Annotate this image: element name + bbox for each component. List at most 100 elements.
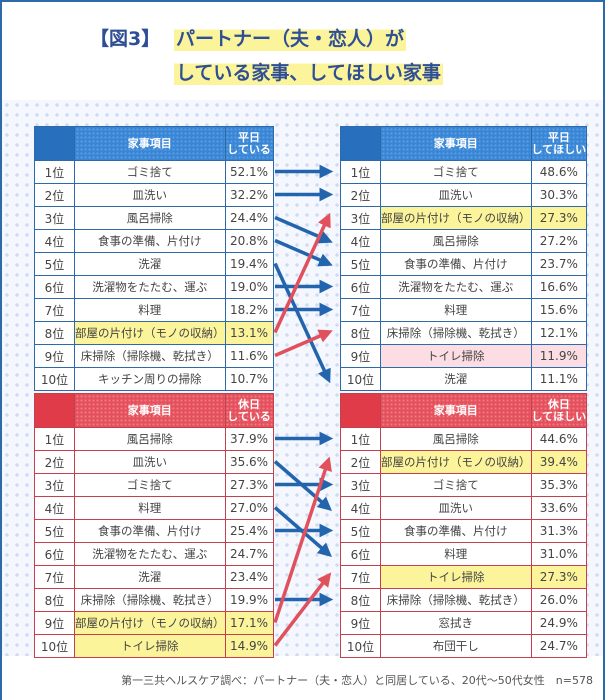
rank-cell: 2位 — [34, 183, 75, 207]
rank-cell: 10位 — [34, 367, 75, 391]
header-value: 休日 している — [224, 393, 274, 428]
table-weekday-doing: 家事項目 平日 している 1位 ゴミ捨て 52.1% 2位 皿洗い 32.2% 3位 風呂掃除 2… — [34, 126, 274, 391]
figure-label: 【図3】 — [90, 28, 161, 50]
table-row: 9位 床掃除（掃除機、乾拭き） 11.6% — [34, 344, 274, 368]
rank-cell: 4位 — [340, 496, 381, 520]
rank-cell: 5位 — [340, 252, 381, 276]
header-rank — [340, 126, 381, 161]
header-item: 家事項目 — [74, 126, 226, 161]
rank-cell: 1位 — [340, 160, 381, 184]
item-cell: ゴミ捨て — [380, 473, 532, 497]
item-cell: 料理 — [380, 542, 532, 566]
header-value-line2: してほしい — [531, 142, 587, 156]
table-row: 1位 ゴミ捨て 52.1% — [34, 160, 274, 184]
item-cell: 料理 — [74, 298, 226, 322]
item-cell: 皿洗い — [74, 450, 226, 474]
source-note: 第一三共ヘルスケア調べ：パートナー（夫・恋人）と同居している、20代〜50代女性… — [121, 674, 593, 687]
percent-cell: 44.6% — [530, 427, 588, 451]
rank-cell: 5位 — [340, 519, 381, 543]
header-value-line1: 平日 — [238, 130, 260, 144]
percent-cell: 18.2% — [224, 298, 274, 322]
table-row: 10位 洗濯 11.1% — [340, 367, 588, 391]
header-rank — [34, 126, 75, 161]
rank-cell: 9位 — [34, 611, 75, 635]
rank-cell: 9位 — [34, 344, 75, 368]
table-row: 9位 部屋の片付け（モノの収納） 17.1% — [34, 611, 274, 635]
title-area: 【図3】 パートナー（夫・恋人）が している家事、してほしい家事 — [2, 2, 603, 100]
table-row: 1位 ゴミ捨て 48.6% — [340, 160, 588, 184]
rank-cell: 10位 — [34, 634, 75, 658]
percent-cell: 27.3% — [530, 206, 588, 230]
item-cell: 食事の準備、片付け — [74, 229, 226, 253]
item-cell: 皿洗い — [380, 183, 532, 207]
percent-cell: 23.4% — [224, 565, 274, 589]
table-row: 6位 洗濯物をたたむ、運ぶ 24.7% — [34, 542, 274, 566]
table-row: 6位 洗濯物をたたむ、運ぶ 16.6% — [340, 275, 588, 299]
percent-cell: 12.1% — [530, 321, 588, 345]
item-cell: 皿洗い — [74, 183, 226, 207]
item-cell: 部屋の片付け（モノの収納） — [74, 611, 226, 635]
header-rank — [34, 393, 75, 428]
percent-cell: 31.0% — [530, 542, 588, 566]
table-row: 4位 皿洗い 33.6% — [340, 496, 588, 520]
item-cell: 風呂掃除 — [74, 427, 226, 451]
percent-cell: 14.9% — [224, 634, 274, 658]
footer: 第一三共ヘルスケア調べ：パートナー（夫・恋人）と同居している、20代〜50代女性… — [2, 656, 603, 700]
percent-cell: 32.2% — [224, 183, 274, 207]
rank-cell: 10位 — [340, 634, 381, 658]
item-cell: 洗濯 — [74, 252, 226, 276]
table-row: 7位 料理 18.2% — [34, 298, 274, 322]
rank-cell: 4位 — [34, 229, 75, 253]
table-row: 5位 食事の準備、片付け 25.4% — [34, 519, 274, 543]
table-row: 10位 布団干し 24.7% — [340, 634, 588, 658]
rank-cell: 8位 — [34, 588, 75, 612]
item-cell: ゴミ捨て — [74, 473, 226, 497]
rank-cell: 3位 — [34, 473, 75, 497]
percent-cell: 52.1% — [224, 160, 274, 184]
rank-cell: 7位 — [34, 565, 75, 589]
rank-cell: 1位 — [340, 427, 381, 451]
table-row: 9位 窓拭き 24.9% — [340, 611, 588, 635]
rank-cell: 8位 — [340, 321, 381, 345]
percent-cell: 24.7% — [224, 542, 274, 566]
rank-cell: 8位 — [340, 588, 381, 612]
rank-cell: 2位 — [34, 450, 75, 474]
item-cell: 布団干し — [380, 634, 532, 658]
percent-cell: 11.6% — [224, 344, 274, 368]
table-header: 家事項目 平日 してほしい — [340, 126, 588, 161]
percent-cell: 35.6% — [224, 450, 274, 474]
table-row: 8位 部屋の片付け（モノの収納） 13.1% — [34, 321, 274, 345]
item-cell: 料理 — [380, 298, 532, 322]
rank-cell: 3位 — [340, 206, 381, 230]
item-cell: ゴミ捨て — [74, 160, 226, 184]
percent-cell: 10.7% — [224, 367, 274, 391]
table-row: 2位 皿洗い 35.6% — [34, 450, 274, 474]
percent-cell: 13.1% — [224, 321, 274, 345]
rank-cell: 6位 — [34, 542, 75, 566]
percent-cell: 26.0% — [530, 588, 588, 612]
item-cell: 床掃除（掃除機、乾拭き） — [380, 321, 532, 345]
table-row: 5位 食事の準備、片付け 23.7% — [340, 252, 588, 276]
item-cell: 洗濯 — [380, 367, 532, 391]
table-row: 10位 トイレ掃除 14.9% — [34, 634, 274, 658]
percent-cell: 35.3% — [530, 473, 588, 497]
percent-cell: 24.4% — [224, 206, 274, 230]
item-cell: ゴミ捨て — [380, 160, 532, 184]
title-line-1: パートナー（夫・恋人）が — [174, 24, 407, 51]
rank-cell: 4位 — [34, 496, 75, 520]
percent-cell: 27.2% — [530, 229, 588, 253]
percent-cell: 11.9% — [530, 344, 588, 368]
rank-cell: 6位 — [34, 275, 75, 299]
percent-cell: 19.9% — [224, 588, 274, 612]
header-value-line1: 平日 — [547, 130, 570, 144]
table-row: 5位 食事の準備、片付け 31.3% — [340, 519, 588, 543]
percent-cell: 17.1% — [224, 611, 274, 635]
table-row: 8位 床掃除（掃除機、乾拭き） 26.0% — [340, 588, 588, 612]
header-value-line2: している — [227, 142, 271, 156]
item-cell: 床掃除（掃除機、乾拭き） — [74, 588, 226, 612]
percent-cell: 23.7% — [530, 252, 588, 276]
rank-cell: 10位 — [340, 367, 381, 391]
rank-cell: 5位 — [34, 519, 75, 543]
rank-cell: 3位 — [34, 206, 75, 230]
percent-cell: 24.7% — [530, 634, 588, 658]
